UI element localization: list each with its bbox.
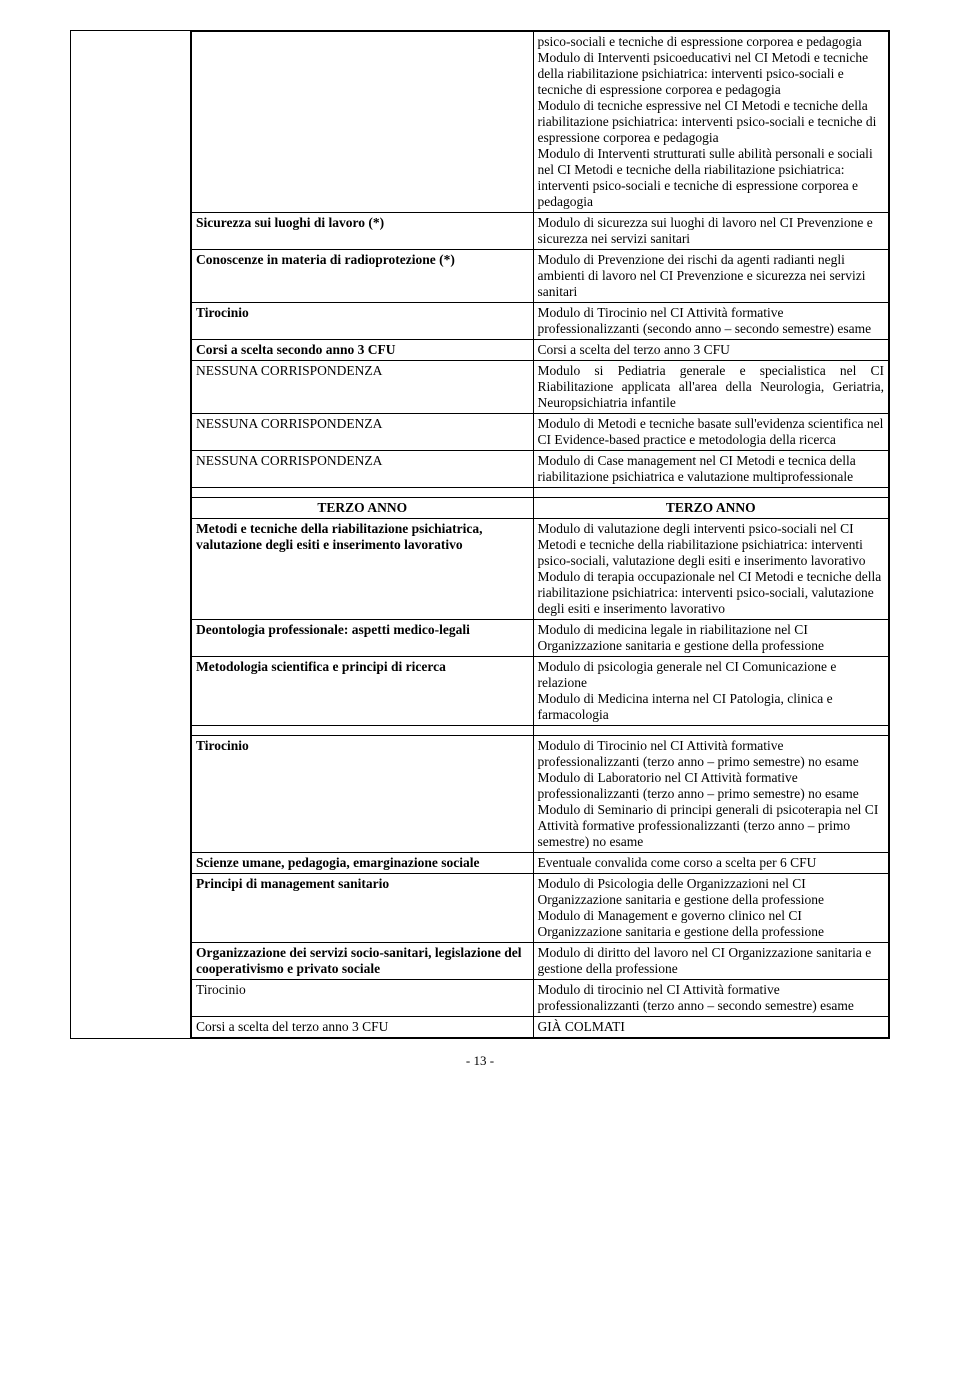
left-cell: Tirocinio [192,980,534,1017]
table-row: Deontologia professionale: aspetti medic… [192,620,889,657]
left-cell: Organizzazione dei servizi socio-sanitar… [192,943,534,980]
right-cell: Modulo di Prevenzione dei rischi da agen… [533,250,888,303]
right-cell: GIÀ COLMATI [533,1017,888,1038]
table-row: TirocinioModulo di Tirocinio nel CI Atti… [192,303,889,340]
table-row: TirocinioModulo di tirocinio nel CI Atti… [192,980,889,1017]
left-cell: Tirocinio [192,303,534,340]
table-row [192,726,889,736]
right-cell: Modulo di Case management nel CI Metodi … [533,451,888,488]
left-cell: NESSUNA CORRISPONDENZA [192,361,534,414]
page-number: - 13 - [70,1053,890,1069]
table-row: Conoscenze in materia di radioprotezione… [192,250,889,303]
right-cell: Modulo di tirocinio nel CI Attività form… [533,980,888,1017]
left-cell: Conoscenze in materia di radioprotezione… [192,250,534,303]
table-row: TERZO ANNOTERZO ANNO [192,498,889,519]
left-cell: Scienze umane, pedagogia, emarginazione … [192,853,534,874]
left-cell: Sicurezza sui luoghi di lavoro (*) [192,213,534,250]
table-row: Sicurezza sui luoghi di lavoro (*)Modulo… [192,213,889,250]
table-row: TirocinioModulo di Tirocinio nel CI Atti… [192,736,889,853]
left-margin-column [71,31,191,1038]
table-row: psico-sociali e tecniche di espressione … [192,32,889,213]
left-cell: Metodologia scientifica e principi di ri… [192,657,534,726]
right-cell: Corsi a scelta del terzo anno 3 CFU [533,340,888,361]
left-cell: Corsi a scelta secondo anno 3 CFU [192,340,534,361]
table-row: Metodologia scientifica e principi di ri… [192,657,889,726]
table-row: NESSUNA CORRISPONDENZAModulo di Metodi e… [192,414,889,451]
left-cell: Deontologia professionale: aspetti medic… [192,620,534,657]
left-cell [192,32,534,213]
document-outer-frame: psico-sociali e tecniche di espressione … [70,30,890,1039]
correspondence-table: psico-sociali e tecniche di espressione … [191,31,889,1038]
right-cell: Modulo di psicologia generale nel CI Com… [533,657,888,726]
spacer-cell [533,488,888,498]
right-cell: Eventuale convalida come corso a scelta … [533,853,888,874]
table-row: Metodi e tecniche della riabilitazione p… [192,519,889,620]
right-cell: Modulo di Psicologia delle Organizzazion… [533,874,888,943]
right-cell: Modulo di valutazione degli interventi p… [533,519,888,620]
spacer-cell [533,726,888,736]
right-cell: Modulo di Tirocinio nel CI Attività form… [533,736,888,853]
left-cell: Metodi e tecniche della riabilitazione p… [192,519,534,620]
right-cell: Modulo di diritto del lavoro nel CI Orga… [533,943,888,980]
right-cell: TERZO ANNO [533,498,888,519]
left-cell: Tirocinio [192,736,534,853]
right-cell: psico-sociali e tecniche di espressione … [533,32,888,213]
table-row: NESSUNA CORRISPONDENZAModulo si Pediatri… [192,361,889,414]
content-column: psico-sociali e tecniche di espressione … [191,31,889,1038]
table-row [192,488,889,498]
left-cell: NESSUNA CORRISPONDENZA [192,414,534,451]
table-row: Scienze umane, pedagogia, emarginazione … [192,853,889,874]
spacer-cell [192,488,534,498]
table-row: Corsi a scelta del terzo anno 3 CFUGIÀ C… [192,1017,889,1038]
right-cell: Modulo di medicina legale in riabilitazi… [533,620,888,657]
table-row: NESSUNA CORRISPONDENZAModulo di Case man… [192,451,889,488]
left-cell: NESSUNA CORRISPONDENZA [192,451,534,488]
left-cell: TERZO ANNO [192,498,534,519]
right-cell: Modulo di sicurezza sui luoghi di lavoro… [533,213,888,250]
right-cell: Modulo di Metodi e tecniche basate sull'… [533,414,888,451]
left-cell: Principi di management sanitario [192,874,534,943]
table-row: Organizzazione dei servizi socio-sanitar… [192,943,889,980]
table-row: Principi di management sanitarioModulo d… [192,874,889,943]
right-cell: Modulo di Tirocinio nel CI Attività form… [533,303,888,340]
spacer-cell [192,726,534,736]
right-cell: Modulo si Pediatria generale e specialis… [533,361,888,414]
table-row: Corsi a scelta secondo anno 3 CFUCorsi a… [192,340,889,361]
left-cell: Corsi a scelta del terzo anno 3 CFU [192,1017,534,1038]
